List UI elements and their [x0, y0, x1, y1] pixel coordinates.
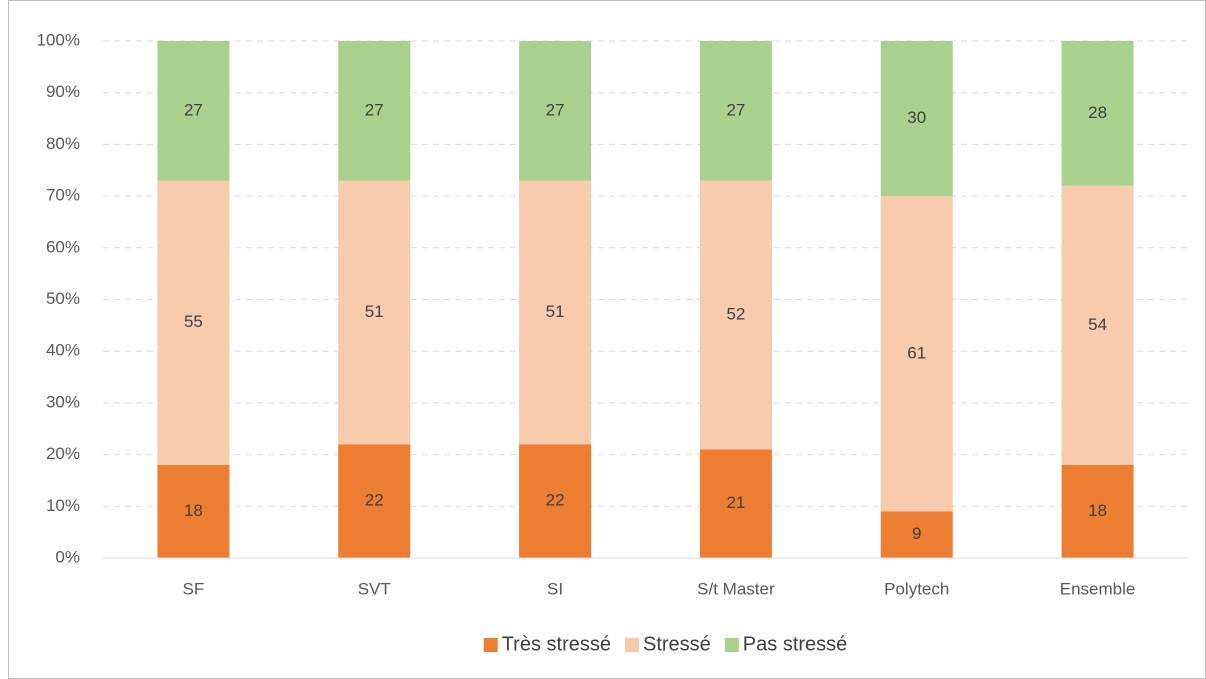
bar-segment — [157, 464, 230, 558]
data-label: 51 — [365, 302, 384, 321]
legend-swatch — [483, 638, 498, 652]
data-label: 54 — [1088, 315, 1107, 334]
bar-segment — [157, 41, 230, 181]
x-tick-label: SVT — [358, 579, 391, 598]
bar-segment — [519, 41, 592, 181]
bar-segment — [1061, 464, 1134, 558]
data-label: 27 — [365, 100, 384, 119]
bar-segment — [157, 180, 230, 465]
y-tick-label: 0% — [55, 547, 80, 566]
data-label: 22 — [546, 491, 565, 510]
bar-segment — [699, 180, 772, 450]
bar-segment — [519, 444, 592, 558]
y-tick-label: 20% — [46, 444, 80, 463]
x-tick-label: S/t Master — [697, 579, 775, 598]
x-tick-label: SI — [547, 579, 563, 598]
data-label: 21 — [726, 493, 745, 512]
data-label: 61 — [907, 343, 926, 362]
bar-segment — [338, 180, 411, 445]
bar-segment — [880, 41, 953, 197]
bar-segment — [880, 196, 953, 512]
bar-segment — [1061, 185, 1134, 465]
data-label: 18 — [1088, 501, 1107, 520]
x-tick-label: SF — [183, 579, 205, 598]
y-tick-label: 40% — [46, 341, 80, 360]
bar-segment — [699, 449, 772, 558]
legend-label: Pas stressé — [743, 633, 847, 655]
data-label: 18 — [184, 501, 203, 520]
bar-segment — [338, 444, 411, 558]
data-label: 27 — [184, 100, 203, 119]
y-tick-label: 100% — [37, 30, 80, 49]
data-label: 30 — [907, 108, 926, 127]
bar-segment — [519, 180, 592, 445]
data-label: 52 — [726, 304, 745, 323]
y-tick-label: 60% — [46, 237, 80, 256]
legend-swatch — [724, 638, 739, 652]
data-label: 55 — [184, 312, 203, 331]
bar-segment — [338, 41, 411, 181]
legend-label: Très stressé — [502, 633, 611, 655]
legend-swatch — [624, 638, 639, 652]
x-tick-label: Polytech — [884, 579, 949, 598]
data-label: 27 — [726, 100, 745, 119]
y-tick-label: 50% — [46, 289, 80, 308]
x-tick-label: Ensemble — [1060, 579, 1136, 598]
data-label: 9 — [912, 524, 921, 543]
y-tick-label: 10% — [46, 496, 80, 515]
y-tick-label: 90% — [46, 82, 80, 101]
bar-segment — [1061, 41, 1134, 186]
legend-label: Stressé — [643, 633, 711, 655]
y-tick-label: 30% — [46, 392, 80, 411]
bar-segment — [699, 41, 772, 181]
data-label: 22 — [365, 491, 384, 510]
y-tick-label: 80% — [46, 134, 80, 153]
bar-segment — [880, 511, 953, 558]
y-tick-label: 70% — [46, 186, 80, 205]
data-label: 28 — [1088, 103, 1107, 122]
data-label: 27 — [546, 100, 565, 119]
data-label: 51 — [546, 302, 565, 321]
